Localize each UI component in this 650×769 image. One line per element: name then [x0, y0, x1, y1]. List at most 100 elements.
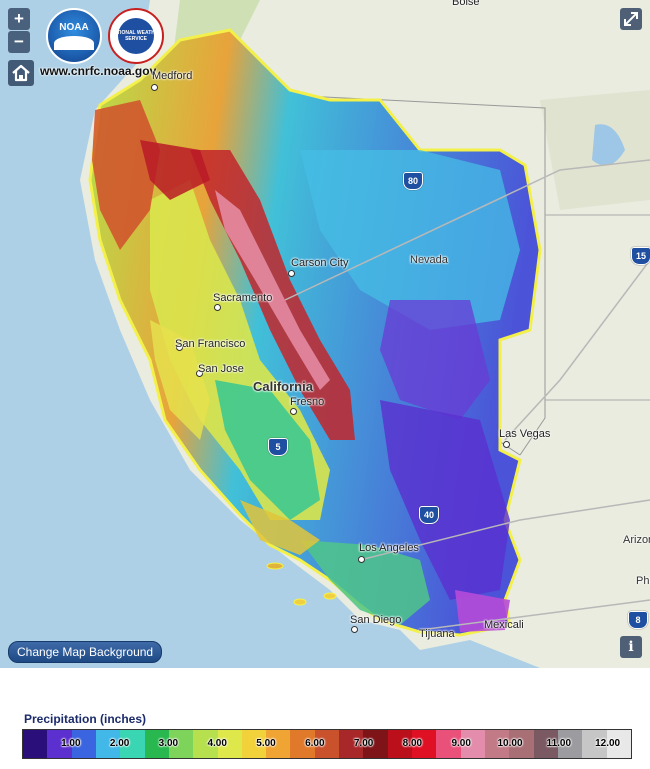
- channel-island: [323, 592, 337, 600]
- state-border: [284, 94, 546, 456]
- city-dot-carson-city: [288, 270, 295, 277]
- state-label-nevada: Nevada: [410, 254, 448, 266]
- highway-80-shield: 80: [403, 172, 423, 190]
- imperial-zone: [455, 590, 510, 632]
- legend-swatch: [120, 730, 145, 758]
- highway-40-shield: 40: [419, 506, 439, 524]
- nws-logo-text: NATIONAL WEATHER SERVICE: [110, 30, 162, 42]
- legend-tick-label: 11.00: [546, 738, 572, 749]
- zoom-in-button[interactable]: +: [8, 8, 30, 30]
- highway-5-shield: 5: [268, 438, 288, 456]
- legend-swatch: [144, 730, 169, 758]
- city-label-carson-city: Carson City: [291, 257, 349, 269]
- central-coast-zone: [240, 500, 320, 555]
- nevada-purple-zone: [380, 300, 490, 420]
- nws-emblem-icon: [118, 18, 154, 54]
- legend-swatch: [217, 730, 242, 758]
- city-dot-sacramento: [214, 304, 221, 311]
- state-label-california: California: [253, 379, 313, 394]
- city-label-san-diego: San Diego: [350, 614, 402, 626]
- legend-swatch: [95, 730, 121, 758]
- city-dot-san-francisco: [176, 344, 183, 351]
- legend-tick-label: 8.00: [402, 738, 423, 749]
- legend-color-bar: [22, 729, 632, 759]
- interstate-15-road: [504, 259, 650, 441]
- legend-swatch: [71, 730, 96, 758]
- city-label-phoenix-partial: Phoenix: [636, 575, 650, 587]
- north-coast-zone: [92, 100, 160, 250]
- legend-tick-label: 1.00: [61, 738, 81, 749]
- legend-tick-label: 12.00: [595, 738, 621, 749]
- legend-swatch: [412, 730, 437, 758]
- channel-island: [266, 562, 284, 570]
- interstate-80-road: [284, 159, 650, 301]
- expand-button[interactable]: [620, 8, 642, 30]
- legend-swatch: [533, 730, 558, 758]
- legend-swatch: [484, 730, 510, 758]
- legend-swatch: [436, 730, 461, 758]
- nevada-zone: [300, 150, 520, 330]
- legend-swatch: [387, 730, 412, 758]
- legend-tick-label: 6.00: [305, 738, 325, 749]
- legend-tick-label: 10.00: [497, 738, 523, 749]
- shasta-zone: [140, 140, 210, 200]
- noaa-bird-icon: [54, 36, 94, 50]
- legend-swatch: [363, 730, 388, 758]
- legend-swatch: [241, 730, 267, 758]
- city-dot-los-angeles: [358, 556, 365, 563]
- channel-island: [293, 598, 307, 606]
- info-button[interactable]: i: [620, 636, 642, 658]
- change-map-background-button[interactable]: Change Map Background: [8, 641, 163, 663]
- legend-tick-label: 9.00: [451, 738, 471, 749]
- legend-swatch: [582, 730, 607, 758]
- legend-title: Precipitation (inches): [24, 712, 147, 726]
- legend-swatch: [314, 730, 340, 758]
- noaa-logo: NOAA: [46, 8, 102, 64]
- city-label-los-angeles: Los Angeles: [359, 542, 419, 554]
- state-label-arizona-partial: Arizona: [623, 534, 650, 546]
- legend-swatch: [460, 730, 485, 758]
- legend-tick-label: 2.00: [109, 738, 130, 749]
- legend-tick-label: 4.00: [207, 738, 227, 749]
- nws-logo: NATIONAL WEATHER SERVICE: [108, 8, 164, 64]
- interstate-40-road: [359, 499, 650, 561]
- legend-swatch: [509, 730, 534, 758]
- city-dot-medford: [151, 84, 158, 91]
- home-button[interactable]: [8, 60, 34, 86]
- legend-swatch: [290, 730, 315, 758]
- mojave-zone: [380, 400, 510, 600]
- precipitation-map[interactable]: NOAA NATIONAL WEATHER SERVICE www.cnrfc.…: [0, 0, 650, 668]
- legend-swatch: [339, 730, 364, 758]
- zoom-out-button[interactable]: −: [8, 31, 30, 53]
- highway-15-shield: 15: [631, 247, 650, 265]
- expand-icon: [624, 12, 638, 26]
- map-canvas: [80, 0, 650, 668]
- interstate-8-road: [419, 599, 650, 631]
- legend-swatch: [606, 730, 631, 758]
- site-url[interactable]: www.cnrfc.noaa.gov: [40, 64, 157, 78]
- socal-zone: [300, 540, 430, 625]
- city-dot-las-vegas: [503, 441, 510, 448]
- city-dot-san-jose: [196, 370, 203, 377]
- legend-tick-label: 7.00: [353, 738, 374, 749]
- city-label-medford: Medford: [152, 70, 193, 82]
- noaa-logo-text: NOAA: [59, 22, 89, 33]
- legend-swatch: [23, 730, 48, 758]
- city-label-san-jose: San Jose: [198, 363, 244, 375]
- legend-swatch: [266, 730, 291, 758]
- city-dot-fresno: [290, 408, 297, 415]
- home-icon: [12, 64, 30, 82]
- bay-area-zone: [150, 320, 210, 440]
- legend-tick-label: 5.00: [256, 738, 276, 749]
- valley-zone-green: [215, 380, 320, 520]
- great-salt-lake: [592, 124, 625, 166]
- legend-swatch: [47, 730, 72, 758]
- city-label-sacramento: Sacramento: [213, 292, 273, 304]
- city-label-tijuana: Tijuana: [419, 628, 455, 640]
- city-label-mexicali: Mexicali: [484, 619, 524, 631]
- city-label-boise: Boise: [452, 0, 480, 8]
- city-label-san-francisco: San Francisco: [175, 338, 246, 350]
- legend-swatch: [557, 730, 583, 758]
- legend-swatch: [193, 730, 218, 758]
- highway-8-shield: 8: [628, 611, 648, 629]
